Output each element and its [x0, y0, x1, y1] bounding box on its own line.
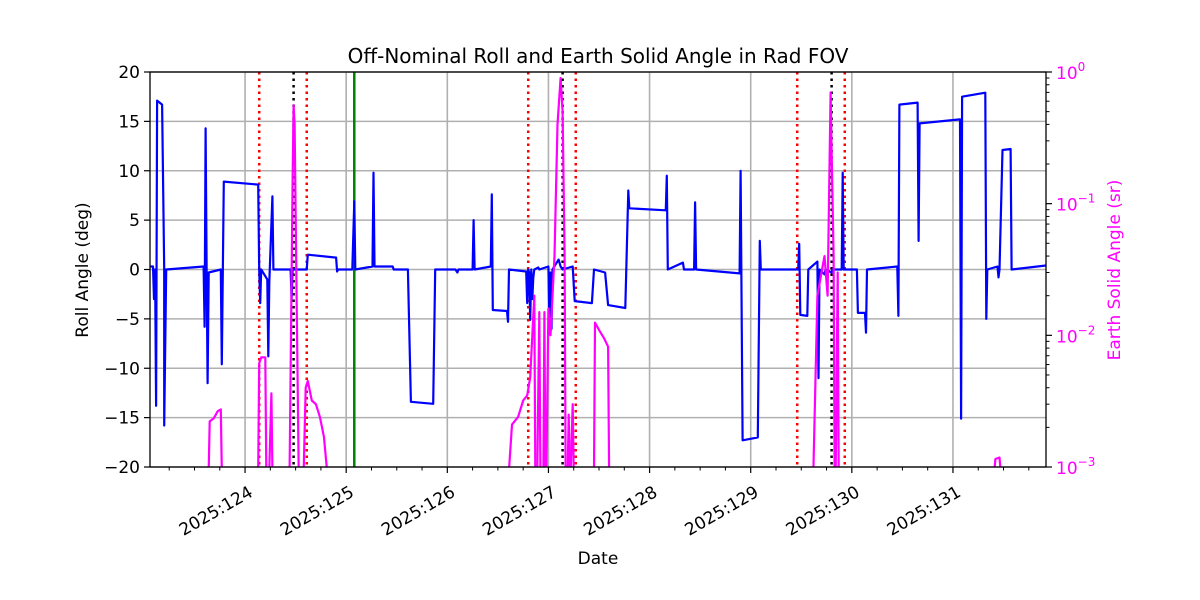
- y-tick-label-right: 100: [1056, 60, 1085, 84]
- earth-solid-angle-line: [508, 294, 537, 467]
- y-tick-label-left: 0: [129, 261, 140, 281]
- y-tick-label-left: 15: [118, 112, 140, 132]
- earth-solid-angle-line: [207, 408, 223, 467]
- y-axis-label-right: Earth Solid Angle (sr): [1105, 180, 1125, 361]
- y-tick-label-left: 10: [118, 162, 140, 182]
- y-tick-label-left: −20: [104, 458, 140, 478]
- y-tick-label-right: 10−2: [1056, 323, 1095, 347]
- x-axis-label: Date: [578, 549, 619, 569]
- earth-solid-angle-line: [812, 91, 836, 467]
- y-tick-label-left: −10: [104, 359, 140, 379]
- earth-solid-angle-line: [257, 356, 268, 467]
- left-axis: 20 15 10 5 0 −5 −10 −15 −20: [104, 63, 150, 478]
- earth-solid-angle-line: [542, 311, 547, 467]
- earth-solid-angle-line: [993, 456, 1002, 467]
- earth-solid-angle-line: [592, 321, 611, 467]
- earth-solid-angle-line: [545, 76, 567, 467]
- earth-solid-angle-line: [268, 392, 274, 467]
- y-tick-label-left: 20: [118, 63, 140, 83]
- y-tick-label-right: 10−1: [1056, 192, 1095, 216]
- earth-solid-angle-line: [834, 271, 840, 467]
- right-axis: 100 10−1 10−2 10−3: [1046, 60, 1095, 479]
- earth-solid-angle-line: [288, 104, 300, 467]
- earth-solid-angle-line: [566, 413, 571, 467]
- earth-solid-angle-line: [536, 311, 542, 467]
- series: [150, 76, 1046, 467]
- y-tick-label-left: −5: [115, 310, 140, 330]
- y-tick-label-left: −15: [104, 409, 140, 429]
- earth-solid-angle-line: [569, 403, 575, 467]
- y-axis-label-left: Roll Angle (deg): [73, 202, 93, 337]
- chart-title: Off-Nominal Roll and Earth Solid Angle i…: [348, 44, 849, 68]
- roll-angle-line: [150, 91, 1046, 442]
- y-tick-label-right: 10−3: [1056, 455, 1095, 479]
- y-tick-label-left: 5: [129, 211, 140, 231]
- earth-solid-angle-line: [302, 379, 328, 467]
